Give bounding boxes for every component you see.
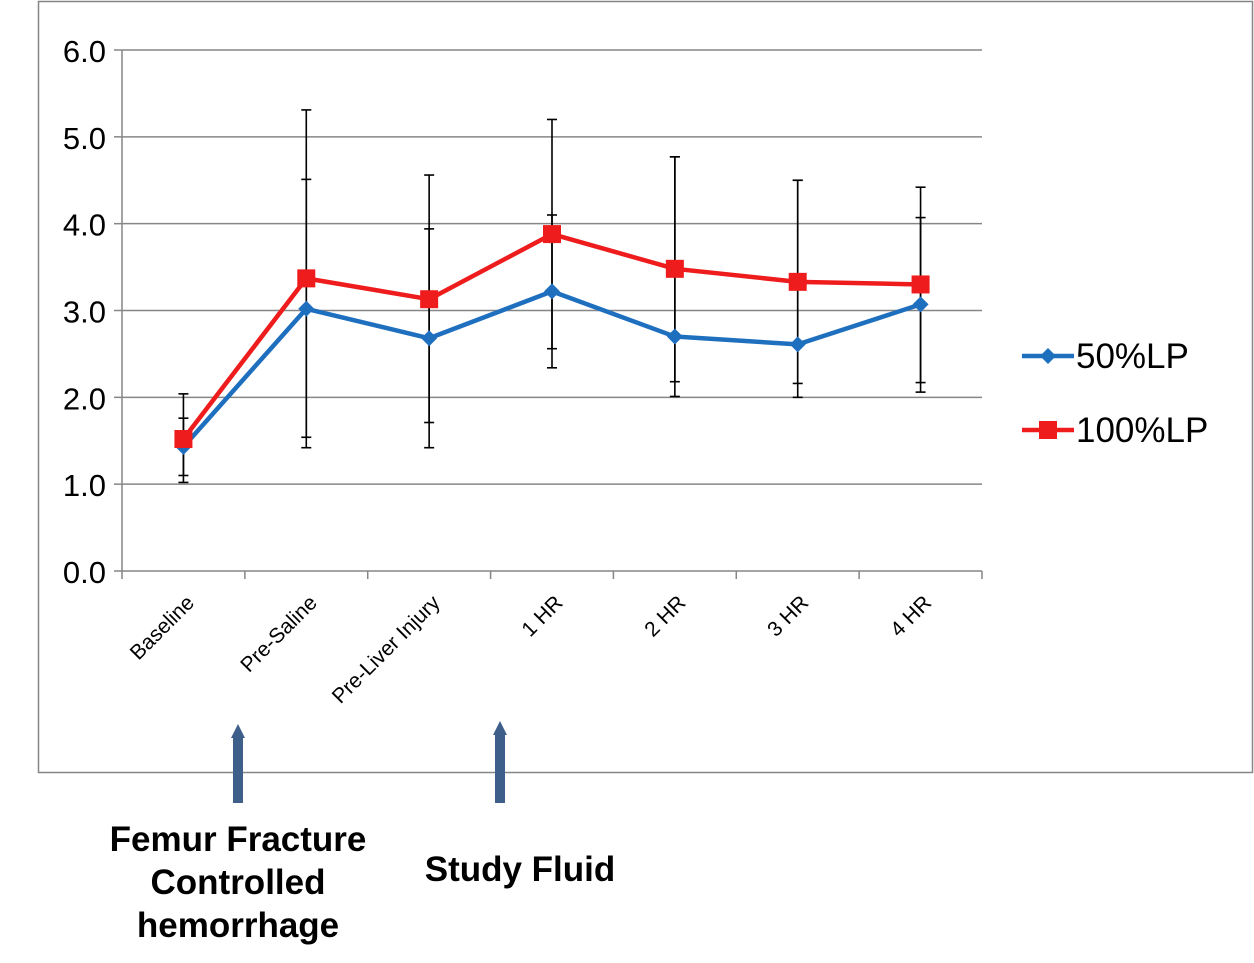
y-tick-label: 3.0 xyxy=(63,295,106,330)
data-point xyxy=(666,328,683,345)
arrow-shaft xyxy=(233,736,243,803)
data-point xyxy=(911,275,930,294)
data-point xyxy=(544,283,560,300)
event-arrows xyxy=(231,721,507,803)
series-0 xyxy=(175,283,929,455)
femur-fracture-arrow xyxy=(231,724,245,803)
study-fluid-annotation: Study Fluid xyxy=(424,850,616,889)
data-point xyxy=(421,330,438,347)
y-tick-label: 4.0 xyxy=(63,208,106,243)
legend: 50%LP 100%LP xyxy=(1022,337,1208,450)
data-point xyxy=(298,300,315,317)
legend-label: 50%LP xyxy=(1076,337,1189,376)
data-point xyxy=(297,269,316,288)
axes xyxy=(114,49,983,579)
data-point xyxy=(420,290,439,309)
y-tick-label: 5.0 xyxy=(63,121,106,156)
arrow-head xyxy=(231,724,245,738)
data-point xyxy=(665,259,684,278)
legend-marker xyxy=(1040,348,1056,364)
study-fluid-arrow xyxy=(493,721,507,803)
data-point xyxy=(789,336,806,353)
y-tick-labels: 0.0 1.0 2.0 3.0 4.0 5.0 6.0 xyxy=(63,34,106,590)
femur-fracture-annotation: Femur Fracture Controlled hemorrhage xyxy=(109,820,367,945)
arrow-head xyxy=(493,721,507,735)
chart-frame xyxy=(37,0,1254,774)
y-tick-label: 6.0 xyxy=(63,34,106,69)
legend-marker xyxy=(1039,421,1057,439)
data-point xyxy=(174,430,193,449)
y-tick-label: 0.0 xyxy=(63,555,106,590)
series xyxy=(174,225,930,455)
legend-label: 100%LP xyxy=(1076,411,1208,450)
arrow-shaft xyxy=(495,733,505,803)
series-1 xyxy=(174,225,930,449)
y-tick-label: 1.0 xyxy=(63,468,106,503)
legend-item: 100%LP xyxy=(1022,411,1208,450)
data-point xyxy=(788,272,807,291)
data-point xyxy=(912,296,929,313)
data-point xyxy=(543,225,561,244)
y-tick-label: 2.0 xyxy=(63,381,106,416)
legend-item: 50%LP xyxy=(1022,337,1189,376)
